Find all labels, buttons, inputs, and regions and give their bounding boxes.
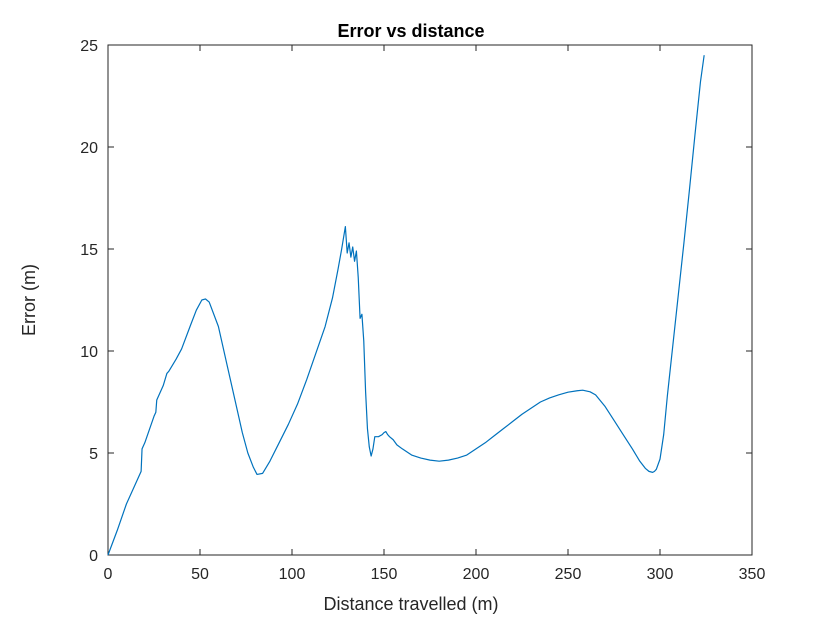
y-axis: 0 5 10 15 20 25 — [80, 38, 752, 565]
x-tick-label: 0 — [104, 566, 113, 583]
series-line-0 — [107, 55, 705, 556]
y-axis-label: Error (m) — [19, 264, 39, 336]
plot-area — [107, 44, 753, 556]
x-tick-label: 50 — [191, 566, 209, 583]
y-tick-label: 20 — [80, 140, 98, 157]
series-group — [107, 55, 705, 556]
y-tick-label: 0 — [89, 548, 98, 565]
x-tick-label: 150 — [371, 566, 398, 583]
y-tick-label: 5 — [89, 446, 98, 463]
y-tick-label: 25 — [80, 38, 98, 55]
x-axis: 0 50 100 150 200 250 300 350 — [104, 45, 766, 583]
x-axis-label: Distance travelled (m) — [323, 594, 498, 614]
y-tick-label: 10 — [80, 344, 98, 361]
x-tick-label: 100 — [279, 566, 306, 583]
axes-box — [107, 44, 753, 556]
chart-title: Error vs distance — [337, 21, 484, 41]
x-tick-label: 350 — [739, 566, 766, 583]
x-tick-label: 200 — [463, 566, 490, 583]
x-tick-label: 300 — [647, 566, 674, 583]
x-tick-label: 250 — [555, 566, 582, 583]
y-tick-label: 15 — [80, 242, 98, 259]
